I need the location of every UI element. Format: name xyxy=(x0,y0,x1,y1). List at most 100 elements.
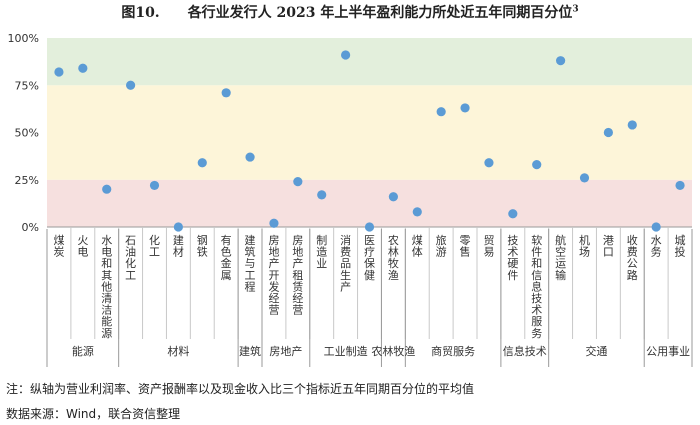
category-label: 农林牧渔 xyxy=(388,233,399,282)
category-label-column: 制造业 xyxy=(316,234,327,270)
category-label-char: 经 xyxy=(292,292,303,305)
category-label-char: 易 xyxy=(483,246,494,259)
data-point xyxy=(436,107,446,117)
category-label-char: 有 xyxy=(221,233,232,247)
category-label-char: 务 xyxy=(651,246,662,259)
category-label: 火电 xyxy=(77,234,88,259)
category-label-char: 营 xyxy=(292,303,303,317)
category-label-char: 健 xyxy=(364,269,375,282)
data-point xyxy=(627,120,637,130)
group-label: 工业制造 xyxy=(324,344,368,358)
category-label-char: 场 xyxy=(579,245,590,259)
y-tick-label: 25% xyxy=(15,174,39,187)
category-label-char: 生 xyxy=(340,268,351,282)
data-point xyxy=(364,222,375,232)
category-label-char: 航 xyxy=(555,233,566,247)
category-label: 建筑与工程 xyxy=(245,233,256,293)
data-point xyxy=(269,218,279,228)
category-label-char: 煤 xyxy=(53,234,64,247)
category-label-char: 和 xyxy=(531,257,542,270)
category-label-char: 电 xyxy=(101,246,112,259)
data-point xyxy=(102,184,112,194)
category-label-column: 水电和其他清洁能源 xyxy=(101,234,112,340)
category-label-char: 件 xyxy=(507,269,518,282)
category-label: 航空运输 xyxy=(555,233,566,282)
category-label-char: 水 xyxy=(101,234,112,247)
group-label: 农林牧渔 xyxy=(371,344,415,358)
category-label-column: 煤体 xyxy=(412,234,423,259)
category-label-column: 化工 xyxy=(149,233,160,259)
title-footnote-mark: 3 xyxy=(572,4,579,15)
category-label-char: 电 xyxy=(77,246,88,259)
data-point xyxy=(388,192,398,202)
category-label: 化工 xyxy=(149,233,160,259)
category-label: 煤体 xyxy=(412,234,423,259)
category-label-char: 收 xyxy=(627,233,638,247)
category-label: 旅游 xyxy=(436,233,447,259)
category-label: 制造业 xyxy=(316,234,327,270)
category-label-char: 投 xyxy=(675,245,686,259)
data-point xyxy=(197,158,207,168)
category-label-char: 地 xyxy=(268,246,279,259)
category-label-char: 疗 xyxy=(364,245,375,259)
group-label: 交通 xyxy=(585,344,607,358)
category-label-column: 城投 xyxy=(675,234,686,259)
data-point xyxy=(245,152,255,162)
group-label: 房地产 xyxy=(269,344,302,358)
category-label: 零售 xyxy=(460,234,471,259)
group-label: 能源 xyxy=(72,344,94,358)
category-label-char: 医 xyxy=(364,234,375,247)
category-label-char: 石 xyxy=(125,234,136,247)
category-label-char: 业 xyxy=(316,257,327,270)
category-label-char: 材 xyxy=(173,245,184,259)
group-label: 公用事业 xyxy=(646,345,690,358)
data-point xyxy=(556,56,566,66)
category-label-char: 发 xyxy=(268,279,279,293)
group-label: 信息技术 xyxy=(503,344,547,358)
category-label: 建材 xyxy=(173,233,184,259)
chart-title: 图10. 各行业发行人 2023 年上半年盈利能力所处近五年同期百分位3 xyxy=(0,2,700,22)
category-label-char: 金 xyxy=(221,256,232,270)
category-label-char: 机 xyxy=(579,233,590,247)
y-tick-label: 100% xyxy=(8,32,39,45)
category-label-char: 消 xyxy=(340,233,351,247)
data-point xyxy=(412,207,422,217)
title-text: 各行业发行人 2023 年上半年盈利能力所处近五年同期百分位 xyxy=(187,5,573,21)
category-label-char: 服 xyxy=(531,315,542,328)
category-label-char: 开 xyxy=(268,269,279,282)
category-label-column: 有色金属 xyxy=(221,233,232,282)
category-label-char: 术 xyxy=(531,304,542,317)
category-label-char: 渔 xyxy=(388,269,399,282)
category-label-char: 路 xyxy=(627,269,638,282)
group-label: 材料 xyxy=(167,344,189,358)
category-label-column: 水务 xyxy=(651,234,662,259)
category-label-char: 港 xyxy=(603,234,614,247)
category-label-char: 工 xyxy=(245,269,256,282)
category-label-column: 收费公路 xyxy=(627,233,638,282)
category-label: 收费公路 xyxy=(627,233,638,282)
data-point xyxy=(317,190,327,200)
category-label-column: 钢铁 xyxy=(197,234,208,259)
category-label-char: 筑 xyxy=(245,245,256,259)
category-label-column: 建筑与工程 xyxy=(245,233,256,293)
category-label-column: 机场 xyxy=(579,233,590,259)
category-label-char: 赁 xyxy=(292,279,303,293)
data-point xyxy=(675,180,685,191)
category-label-char: 属 xyxy=(221,269,232,282)
category-label: 房地产租赁经营 xyxy=(292,234,303,317)
category-label-column: 医疗保健 xyxy=(364,234,375,282)
category-label-char: 硬 xyxy=(507,257,518,270)
category-label-char: 牧 xyxy=(388,256,399,270)
category-label-char: 租 xyxy=(292,269,303,282)
data-point xyxy=(149,180,160,191)
category-label-char: 洁 xyxy=(101,304,112,317)
category-label-char: 软 xyxy=(531,233,542,247)
category-label: 钢铁 xyxy=(197,234,208,259)
category-label: 消费品生产 xyxy=(340,233,351,293)
category-label-char: 件 xyxy=(531,246,542,259)
category-label: 医疗保健 xyxy=(364,234,375,282)
category-label-char: 口 xyxy=(603,246,614,259)
category-label-char: 贸 xyxy=(483,234,494,247)
chart-note: 注：纵轴为营业利润率、资产报酬率以及现金收入比三个指标近五年同期百分位的平均值 xyxy=(6,382,475,396)
category-label-column: 技术硬件 xyxy=(507,234,518,282)
